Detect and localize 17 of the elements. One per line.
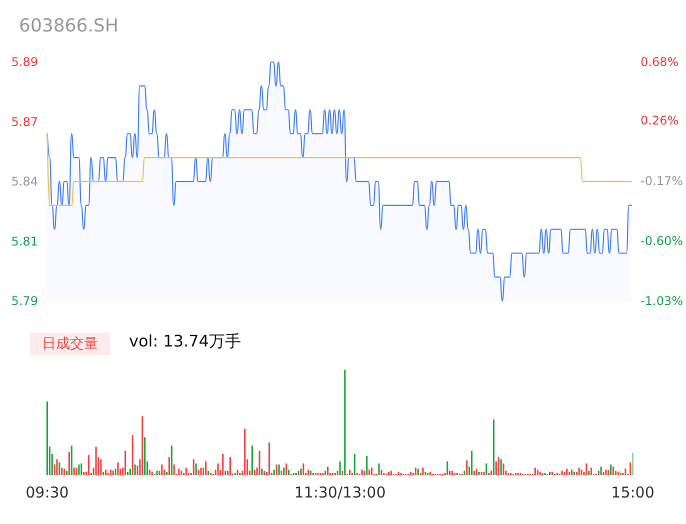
- line-series: [46, 133, 632, 206]
- x-tick-label: 11:30/13:00: [294, 484, 386, 502]
- chart-title: 603866.SH: [19, 16, 118, 36]
- y2-tick-label: 0.68%: [640, 55, 679, 69]
- x-tick-label: 09:30: [26, 484, 69, 502]
- y2-tick-label: 0.26%: [640, 114, 679, 128]
- y-tick-label: 5.89: [11, 55, 38, 69]
- y-tick-label: 5.87: [11, 114, 38, 129]
- x-tick-label: 15:00: [611, 484, 654, 502]
- y-tick-label: 5.84: [11, 174, 38, 188]
- y2-tick-label: -0.17%: [640, 174, 683, 188]
- y-tick-label: 5.79: [11, 294, 38, 308]
- y-tick-label: 5.81: [11, 234, 38, 248]
- text: vol: 13.74万手: [129, 332, 241, 350]
- y2-tick-label: -1.03%: [640, 294, 683, 308]
- text: 日成交量: [42, 336, 98, 352]
- y2-tick-label: -0.60%: [640, 234, 683, 248]
